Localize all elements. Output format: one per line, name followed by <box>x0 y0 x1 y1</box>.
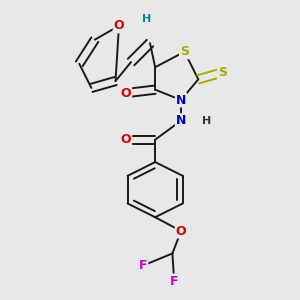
Text: S: S <box>218 66 227 79</box>
Text: O: O <box>114 20 124 32</box>
Text: O: O <box>121 133 131 146</box>
Text: H: H <box>202 116 212 126</box>
Text: O: O <box>176 224 186 238</box>
Text: N: N <box>176 114 186 127</box>
Text: F: F <box>139 259 147 272</box>
Text: O: O <box>121 87 131 100</box>
Text: F: F <box>170 274 178 287</box>
Text: N: N <box>176 94 186 106</box>
Text: H: H <box>142 14 151 24</box>
Text: S: S <box>180 45 189 58</box>
